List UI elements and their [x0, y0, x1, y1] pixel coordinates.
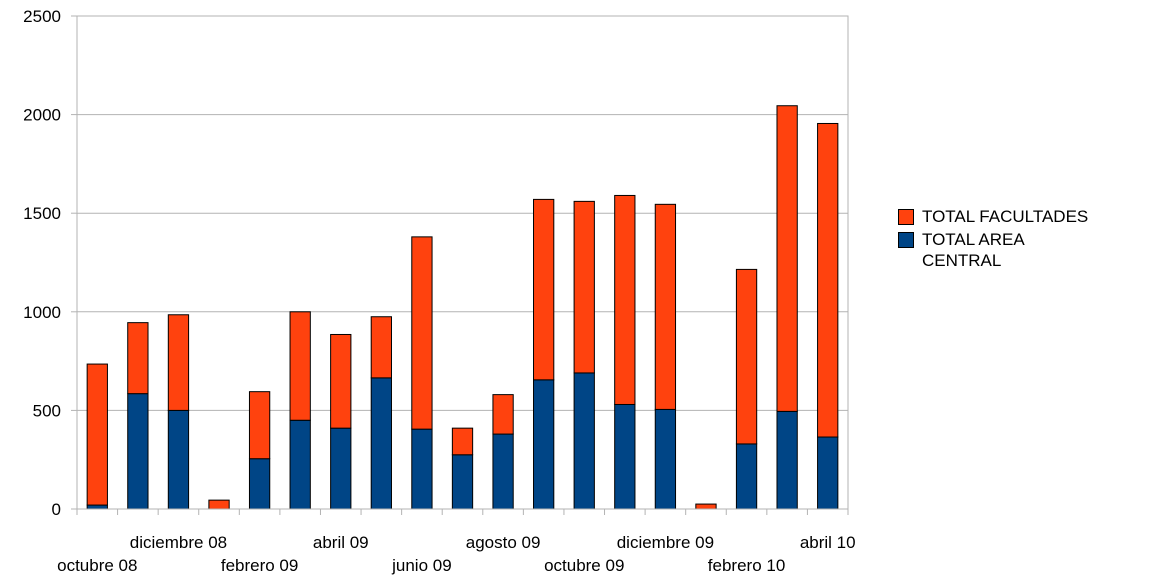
x-tick-label: octubre 09	[544, 556, 624, 575]
bar-total-area-central	[817, 436, 839, 510]
bar-total-area-central	[127, 393, 149, 510]
bar-total-facultades	[695, 503, 717, 510]
bar-total-area-central	[533, 379, 555, 510]
bar-total-facultades	[289, 311, 311, 421]
bar-total-facultades	[127, 322, 149, 395]
bars	[86, 105, 839, 510]
y-tick-label: 500	[33, 401, 61, 420]
bar-total-area-central	[289, 419, 311, 510]
y-tick-label: 2000	[23, 106, 61, 125]
bar-total-facultades	[86, 363, 108, 506]
bar-total-area-central	[654, 408, 677, 510]
bar-total-facultades	[573, 200, 595, 374]
bar-total-facultades	[411, 236, 433, 430]
bar-total-facultades	[370, 316, 392, 379]
x-tick-label: febrero 09	[221, 556, 299, 575]
y-tick-label: 1500	[23, 204, 61, 223]
bar-total-facultades	[167, 314, 190, 411]
bar-total-facultades	[492, 394, 514, 435]
bar-total-area-central	[614, 403, 636, 510]
bar-total-area-central	[370, 377, 392, 510]
x-tick-label: agosto 09	[466, 533, 541, 552]
y-tick-labels: 0 500 1000 1500 2000 2500	[23, 7, 61, 519]
legend-label-total-facultades: TOTAL FACULTADES	[922, 207, 1089, 226]
bar-total-area-central	[776, 410, 798, 510]
x-tick-labels: octubre 08 diciembre 08 febrero 09 abril 09…	[57, 533, 855, 575]
legend-swatch-total-area-central	[898, 232, 914, 248]
legend-item-total-area-central: TOTAL AREA CENTRAL	[898, 229, 1155, 271]
x-tick-label: febrero 10	[708, 556, 786, 575]
legend-swatch-total-facultades	[898, 209, 914, 225]
bar-total-area-central	[451, 454, 474, 510]
bar-total-area-central	[330, 427, 352, 510]
bar-total-facultades	[776, 105, 798, 412]
bar-total-facultades	[817, 122, 839, 438]
bar-total-facultades	[451, 427, 474, 456]
bar-total-area-central	[167, 409, 190, 510]
bar-total-area-central	[248, 458, 271, 510]
x-tick-label: junio 09	[391, 556, 452, 575]
bar-total-facultades	[735, 268, 758, 445]
x-tick-label: abril 09	[313, 533, 369, 552]
bar-total-facultades	[330, 333, 352, 429]
bar-total-facultades	[654, 203, 677, 410]
bar-total-area-central	[492, 433, 514, 510]
bar-total-facultades	[614, 194, 636, 405]
bar-total-area-central	[735, 443, 758, 510]
y-tick-label: 2500	[23, 7, 61, 26]
y-tick-label: 0	[52, 500, 61, 519]
legend: TOTAL FACULTADES TOTAL AREA CENTRAL	[898, 206, 1155, 273]
plot-border	[76, 15, 849, 510]
axes	[71, 15, 849, 515]
bar-total-facultades	[208, 499, 230, 510]
legend-label-total-area-central: TOTAL AREA CENTRAL	[922, 230, 1024, 270]
x-tick-label: diciembre 09	[617, 533, 714, 552]
y-tick-label: 1000	[23, 303, 61, 322]
x-tick-label: octubre 08	[57, 556, 137, 575]
bar-total-area-central	[411, 428, 433, 510]
bar-total-facultades	[248, 391, 271, 460]
x-tick-label: abril 10	[800, 533, 856, 552]
bar-total-area-central	[86, 504, 108, 510]
bar-total-facultades	[533, 198, 555, 381]
gridlines	[77, 15, 848, 411]
bar-total-area-central	[573, 372, 595, 510]
x-tick-label: diciembre 08	[130, 533, 227, 552]
legend-item-total-facultades: TOTAL FACULTADES	[898, 206, 1155, 227]
